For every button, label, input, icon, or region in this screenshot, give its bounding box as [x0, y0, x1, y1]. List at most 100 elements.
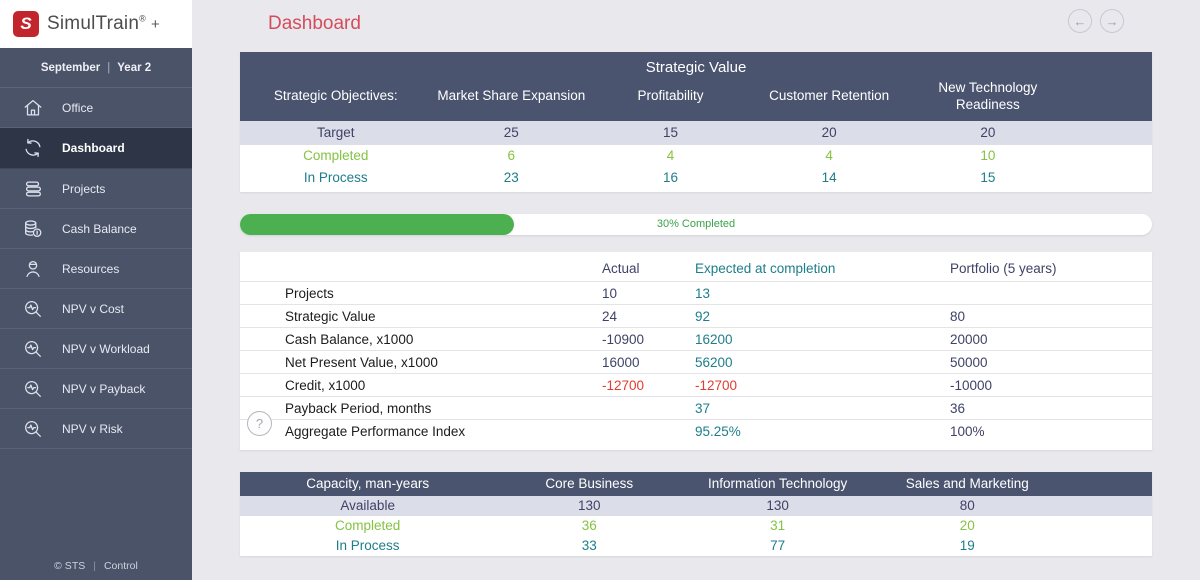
sidebar: S SimulTrain® + September | Year 2 Offic…	[0, 0, 192, 580]
sidebar-item-label: Cash Balance	[62, 221, 137, 236]
cell-expected: 16200	[695, 332, 733, 347]
table-row-in-process: In Process 33 77 19	[240, 536, 1152, 556]
cell-expected: 92	[695, 309, 711, 324]
footer-divider: |	[93, 560, 96, 572]
table-row-cash-balance: Cash Balance, x1000 -10900 16200 20000	[240, 327, 1152, 350]
sidebar-item-label: NPV v Cost	[62, 301, 125, 316]
copyright-label: © STS	[54, 560, 86, 572]
cell-actual: 16000	[602, 355, 640, 370]
magnifier-pulse-icon	[22, 378, 44, 400]
column-header: Sales and Marketing	[905, 476, 1029, 491]
back-button[interactable]: ←	[1068, 9, 1092, 33]
cell-value: 19	[959, 538, 975, 553]
table-row-target: Target 25 15 20 20	[240, 120, 1152, 145]
row-label: Completed	[335, 518, 401, 533]
registered-mark: ®	[139, 13, 146, 24]
strategic-value-header: Strategic Value Strategic Objectives: Ma…	[240, 52, 1152, 121]
column-header: Capacity, man-years	[306, 476, 430, 491]
row-label: Completed	[303, 147, 369, 163]
help-icon[interactable]: ?	[247, 411, 272, 436]
arrow-right-icon: →	[1105, 13, 1119, 29]
cell-value: 20	[980, 124, 996, 140]
magnifier-pulse-icon	[22, 418, 44, 440]
sidebar-item-cash-balance[interactable]: Cash Balance	[0, 209, 192, 249]
page-title: Dashboard	[268, 13, 361, 34]
period-indicator: September | Year 2	[0, 48, 192, 88]
table-row-net-present-value: Net Present Value, x1000 16000 56200 500…	[240, 350, 1152, 373]
column-header: Market Share Expansion	[437, 88, 586, 104]
cell-actual: -10900	[602, 332, 645, 347]
period-month: September	[40, 61, 101, 74]
magnifier-pulse-icon	[22, 298, 44, 320]
portfolio-summary-card: Actual Expected at completion Portfolio …	[240, 252, 1152, 450]
person-icon	[22, 258, 44, 280]
cell-value: 36	[581, 518, 597, 533]
column-header: Customer Retention	[769, 88, 890, 104]
cell-value: 6	[507, 147, 516, 163]
cell-value: 20	[821, 124, 837, 140]
sidebar-footer: © STS | Control	[0, 560, 192, 572]
cell-value: 10	[980, 147, 996, 163]
cell-value: 23	[503, 169, 519, 185]
sidebar-item-label: Dashboard	[62, 141, 125, 155]
sidebar-item-office[interactable]: Office	[0, 88, 192, 128]
row-label: In Process	[335, 538, 400, 553]
cell-value: 33	[581, 538, 597, 553]
cell-expected: 56200	[695, 355, 733, 370]
forward-button[interactable]: →	[1100, 9, 1124, 33]
row-label: Cash Balance, x1000	[285, 332, 414, 347]
sidebar-item-npv-v-risk[interactable]: NPV v Risk	[0, 409, 192, 449]
capacity-card: Capacity, man-years Core Business Inform…	[240, 472, 1152, 556]
cell-actual: -12700	[602, 378, 645, 393]
column-header-portfolio: Portfolio (5 years)	[950, 261, 1057, 276]
cell-value: 15	[662, 124, 678, 140]
column-header: New Technology Readiness	[938, 80, 1038, 112]
row-label: Aggregate Performance Index	[285, 424, 466, 439]
control-link[interactable]: Control	[103, 560, 138, 572]
table-row-completed: Completed 36 31 20	[240, 516, 1152, 536]
cell-value: 130	[766, 498, 789, 513]
magnifier-pulse-icon	[22, 338, 44, 360]
cell-portfolio	[950, 282, 1152, 305]
cell-actual: 10	[602, 286, 618, 301]
sidebar-item-npv-v-cost[interactable]: NPV v Cost	[0, 289, 192, 329]
cell-expected: 37	[695, 401, 711, 416]
column-header: Information Technology	[707, 476, 848, 491]
cell-value: 4	[666, 147, 675, 163]
cell-value: 15	[980, 169, 996, 185]
cell-value: 130	[578, 498, 601, 513]
projects-icon	[22, 178, 44, 200]
column-header: Profitability	[637, 88, 704, 104]
cell-expected: 13	[695, 286, 711, 301]
table-row-aggregate-performance-index: Aggregate Performance Index 95.25% 100%	[240, 419, 1152, 442]
row-label: Available	[340, 498, 395, 513]
cell-actual	[602, 420, 695, 443]
sidebar-item-projects[interactable]: Projects	[0, 169, 192, 209]
progress-fill	[240, 214, 514, 235]
column-header: Core Business	[545, 476, 634, 491]
sidebar-item-resources[interactable]: Resources	[0, 249, 192, 289]
cell-portfolio: 36	[950, 401, 966, 416]
summary-header-row: Actual Expected at completion Portfolio …	[240, 256, 1152, 281]
sidebar-item-dashboard[interactable]: Dashboard	[0, 128, 192, 169]
sidebar-item-npv-v-payback[interactable]: NPV v Payback	[0, 369, 192, 409]
cell-value: 4	[825, 147, 833, 163]
home-icon	[22, 97, 44, 119]
cell-value: 20	[959, 518, 975, 533]
strategic-value-card: Strategic Value Strategic Objectives: Ma…	[240, 52, 1152, 192]
sidebar-item-label: Office	[62, 100, 94, 115]
strategic-column-headers: Strategic Objectives: Market Share Expan…	[240, 80, 1152, 121]
column-header-expected: Expected at completion	[695, 261, 836, 276]
sidebar-item-label: NPV v Workload	[62, 341, 150, 356]
brand-logo-icon: S	[13, 11, 39, 37]
cell-actual: 24	[602, 309, 618, 324]
cell-value: 14	[821, 169, 837, 185]
cell-expected: 95.25%	[695, 424, 741, 439]
cell-portfolio: 20000	[950, 332, 988, 347]
history-nav: ← →	[1068, 9, 1124, 33]
cell-value: 16	[662, 169, 678, 185]
sidebar-item-label: Projects	[62, 181, 106, 196]
strategic-value-title: Strategic Value	[645, 59, 747, 76]
table-row-projects: Projects 10 13	[240, 281, 1152, 304]
sidebar-item-npv-v-workload[interactable]: NPV v Workload	[0, 329, 192, 369]
